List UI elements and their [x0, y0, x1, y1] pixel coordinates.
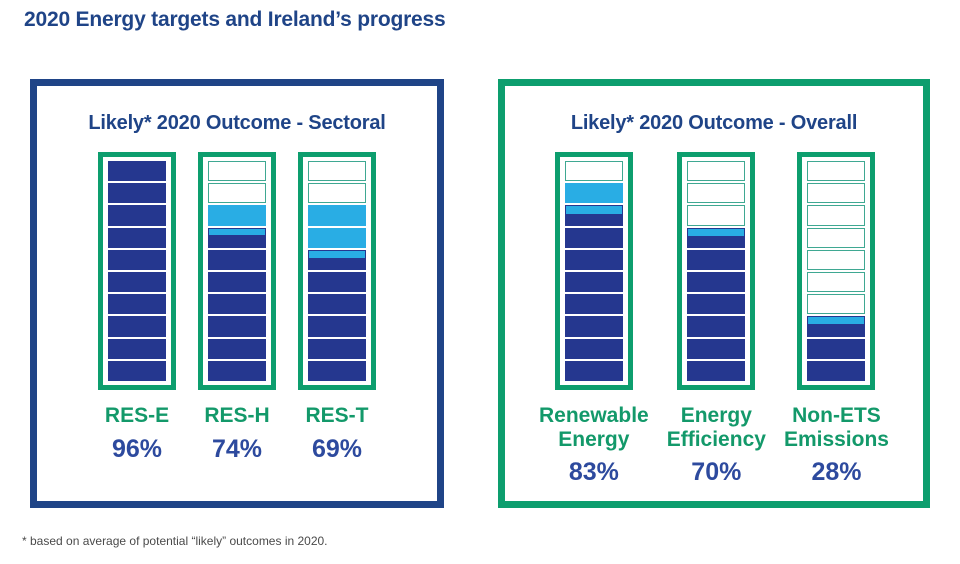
bar-segment-full	[308, 272, 366, 293]
bar-segment-split	[687, 227, 746, 248]
bar-segment-partial-fill	[209, 228, 265, 235]
bar-segment-full	[687, 294, 746, 315]
bar-segment-empty	[807, 272, 866, 293]
bar-segment-full	[208, 338, 266, 359]
bar-segment-empty	[208, 161, 266, 182]
bar-segment-full	[208, 249, 266, 271]
bar-segment-full	[208, 294, 266, 315]
bar-segment-full	[108, 338, 166, 359]
bar-segment-empty	[308, 183, 366, 204]
panel-sectoral-bars: RES-E 96% RES-H 74% RES-T 69%	[37, 152, 437, 464]
bar-segment-empty	[687, 183, 746, 204]
progress-bar-res-t	[298, 152, 376, 390]
progress-bar-energy-efficiency	[677, 152, 756, 390]
bar-value: 28%	[811, 458, 862, 487]
bar-segment-full	[564, 294, 623, 315]
bar-segment-light	[564, 183, 623, 204]
progress-bar-res-h	[198, 152, 276, 390]
bar-segment-full	[208, 272, 266, 293]
bar-segment-full	[108, 360, 166, 382]
panel-sectoral: Likely* 2020 Outcome - Sectoral RES-E 96%…	[30, 79, 444, 508]
bar-segment-full	[687, 338, 746, 359]
bar-segment-empty	[807, 227, 866, 248]
bar-segment-empty	[807, 294, 866, 315]
bar-segment-full	[687, 272, 746, 293]
bar-segment-split	[308, 249, 366, 271]
bar-segment-full	[108, 205, 166, 226]
bar-segment-full	[308, 338, 366, 359]
bar-segment-full	[564, 227, 623, 248]
bar-segment-full	[108, 249, 166, 271]
bar-segment-full	[564, 249, 623, 271]
bar-value: 83%	[568, 458, 619, 487]
panel-sectoral-heading: Likely* 2020 Outcome - Sectoral	[88, 112, 386, 134]
bar-segment-full	[564, 316, 623, 337]
bar-segment-full	[807, 338, 866, 359]
bar-label: Renewable Energy	[539, 404, 649, 451]
bar-segment-full	[108, 161, 166, 182]
bar-segment-full	[687, 249, 746, 271]
bar-segment-full	[564, 360, 623, 382]
bar-segment-partial-fill	[565, 206, 622, 214]
bar-segment-full	[308, 316, 366, 337]
bar-group: RES-T 69%	[298, 152, 376, 464]
bar-segment-empty	[564, 161, 623, 182]
progress-bar-renewable-energy	[554, 152, 633, 390]
bar-segment-partial-fill	[808, 317, 865, 324]
bar-segment-full	[308, 360, 366, 382]
bar-segment-full	[687, 316, 746, 337]
bar-segment-empty	[687, 205, 746, 226]
bar-segment-light	[308, 227, 366, 248]
page-title: 2020 Energy targets and Ireland’s progre…	[24, 8, 446, 31]
bar-segment-split	[208, 227, 266, 248]
bar-segment-light	[308, 205, 366, 226]
panel-overall: Likely* 2020 Outcome - Overall Renewable…	[498, 79, 930, 508]
bar-value: 69%	[311, 434, 363, 463]
bar-segment-empty	[807, 249, 866, 271]
progress-bar-non-ets-emissions	[797, 152, 876, 390]
bar-value: 96%	[111, 434, 163, 463]
bar-segment-full	[108, 316, 166, 337]
bar-group: Renewable Energy 83%	[539, 152, 649, 487]
bar-segment-full	[564, 338, 623, 359]
bar-segment-full	[108, 227, 166, 248]
bar-group: Non-ETS Emissions 28%	[784, 152, 889, 487]
bar-segment-empty	[807, 161, 866, 182]
bar-segment-full	[108, 294, 166, 315]
bar-label: RES-H	[204, 404, 270, 427]
bar-label: RES-E	[104, 404, 170, 427]
bar-label: RES-T	[305, 404, 369, 427]
bar-segment-partial-fill	[688, 228, 745, 236]
bar-label: Non-ETS Emissions	[783, 404, 889, 451]
bar-segment-empty	[807, 205, 866, 226]
bar-segment-partial-fill	[309, 250, 365, 259]
bar-segment-empty	[807, 183, 866, 204]
panel-overall-bars: Renewable Energy 83% Energy Efficiency 70% N…	[505, 152, 923, 487]
panel-overall-heading: Likely* 2020 Outcome - Overall	[570, 112, 858, 134]
bar-segment-split	[564, 205, 623, 226]
footnote: * based on average of potential “likely”…	[22, 534, 328, 548]
bar-segment-full	[308, 294, 366, 315]
bar-segment-full	[807, 360, 866, 382]
bar-segment-full	[208, 360, 266, 382]
bar-value: 74%	[211, 434, 263, 463]
bar-group: RES-E 96%	[98, 152, 176, 464]
bar-group: Energy Efficiency 70%	[667, 152, 766, 487]
bar-segment-full	[687, 360, 746, 382]
bar-value: 70%	[691, 458, 742, 487]
bar-label: Energy Efficiency	[666, 404, 766, 451]
bar-segment-split	[807, 316, 866, 337]
bar-segment-full	[208, 316, 266, 337]
bar-group: RES-H 74%	[198, 152, 276, 464]
bar-segment-full	[108, 272, 166, 293]
bar-segment-empty	[208, 183, 266, 204]
progress-bar-res-e	[98, 152, 176, 390]
bar-segment-full	[564, 272, 623, 293]
bar-segment-light	[208, 205, 266, 226]
bar-segment-full	[108, 183, 166, 204]
bar-segment-empty	[308, 161, 366, 182]
bar-segment-empty	[687, 161, 746, 182]
